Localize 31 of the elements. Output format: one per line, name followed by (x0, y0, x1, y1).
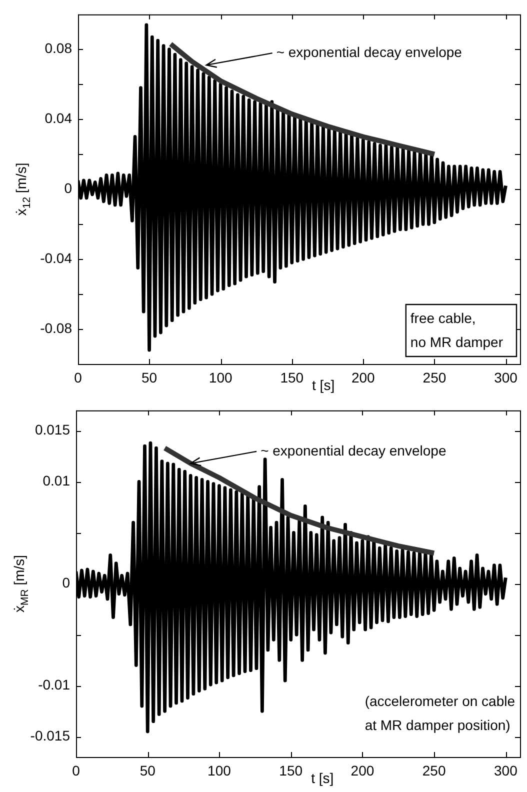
y-tick-label: -0.04 (40, 250, 72, 266)
x-tick-label: 200 (351, 369, 376, 386)
annotation: free cable, no MR damper (410, 310, 504, 350)
x-tick-label: 300 (494, 369, 518, 386)
y-tick-label: -0.08 (40, 320, 72, 336)
x-tick-label: 100 (208, 369, 232, 386)
x-tick-label: 150 (279, 762, 303, 778)
y-tick-label: 0 (62, 574, 70, 591)
x-tick-label: 250 (422, 762, 446, 778)
y-tick-label: 0.015 (34, 422, 70, 438)
annotation: ~ exponential decay envelope (276, 44, 462, 60)
x-axis-title: t [s] (312, 377, 335, 393)
y-tick-label: 0.04 (44, 110, 72, 126)
annotation: ~ exponential decay envelope (260, 442, 446, 458)
x-tick-label: 250 (422, 369, 446, 386)
x-axis-title: t [s] (311, 770, 334, 786)
x-tick-label: 150 (280, 369, 304, 386)
y-tick-label: 0.08 (44, 40, 72, 56)
y-tick-label: 0.01 (42, 472, 70, 489)
x-tick-label: 200 (350, 762, 374, 778)
x-tick-label: 50 (142, 369, 158, 386)
y-tick-label: -0.015 (30, 727, 70, 744)
x-tick-label: 0 (74, 369, 82, 386)
y-axis-title: ẋ12 [m/s] (13, 162, 34, 216)
y-tick-label: 0 (64, 180, 72, 196)
y-axis-title: ẋMR [m/s] (11, 554, 32, 612)
x-tick-label: 300 (494, 762, 518, 778)
y-tick-label: -0.01 (38, 676, 70, 692)
annotation: (accelerometer on cable at MR damper position) (364, 693, 516, 733)
x-tick-label: 50 (140, 762, 156, 778)
x-tick-label: 100 (208, 762, 232, 778)
